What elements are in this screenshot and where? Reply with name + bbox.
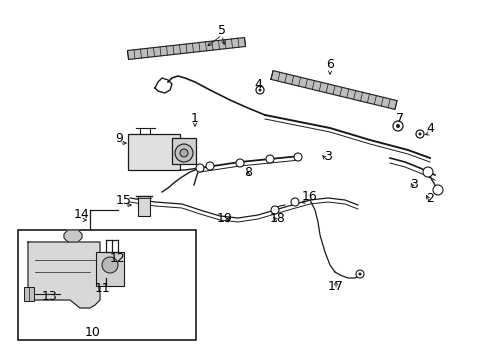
Circle shape bbox=[102, 257, 118, 273]
Bar bbox=[18, 230, 196, 340]
Circle shape bbox=[205, 162, 214, 170]
Circle shape bbox=[293, 153, 302, 161]
Text: 3: 3 bbox=[409, 179, 417, 192]
Circle shape bbox=[175, 144, 193, 162]
Circle shape bbox=[116, 280, 122, 286]
Bar bbox=[112, 245, 126, 283]
Circle shape bbox=[358, 273, 361, 275]
Text: 18: 18 bbox=[269, 211, 285, 225]
Text: 19: 19 bbox=[217, 211, 232, 225]
Bar bbox=[138, 196, 150, 216]
Circle shape bbox=[355, 270, 363, 278]
Polygon shape bbox=[270, 71, 396, 109]
Circle shape bbox=[418, 132, 421, 135]
Circle shape bbox=[180, 149, 187, 157]
Text: 10: 10 bbox=[85, 325, 101, 338]
Text: 9: 9 bbox=[115, 131, 122, 144]
Circle shape bbox=[395, 124, 399, 128]
Circle shape bbox=[196, 164, 203, 172]
Bar bbox=[24, 287, 34, 301]
Text: 11: 11 bbox=[95, 282, 111, 294]
Text: 16: 16 bbox=[302, 189, 317, 202]
Bar bbox=[128, 134, 180, 170]
Text: 6: 6 bbox=[325, 58, 333, 72]
Text: 5: 5 bbox=[218, 23, 225, 36]
Polygon shape bbox=[64, 230, 82, 242]
Text: 15: 15 bbox=[116, 194, 132, 207]
Circle shape bbox=[258, 89, 261, 91]
Text: 3: 3 bbox=[324, 149, 331, 162]
Polygon shape bbox=[127, 37, 245, 59]
Text: 2: 2 bbox=[425, 192, 433, 204]
Text: 4: 4 bbox=[425, 122, 433, 135]
Text: 12: 12 bbox=[110, 252, 125, 265]
Circle shape bbox=[290, 198, 298, 206]
Polygon shape bbox=[28, 242, 100, 308]
Bar bbox=[96, 252, 124, 286]
Circle shape bbox=[432, 185, 442, 195]
Circle shape bbox=[392, 121, 402, 131]
Circle shape bbox=[256, 86, 264, 94]
Circle shape bbox=[422, 167, 432, 177]
Circle shape bbox=[415, 130, 423, 138]
Text: 8: 8 bbox=[244, 166, 251, 179]
Bar bbox=[172, 138, 196, 164]
Text: 17: 17 bbox=[327, 279, 343, 292]
Text: 13: 13 bbox=[42, 289, 58, 302]
Circle shape bbox=[236, 159, 244, 167]
Text: 7: 7 bbox=[395, 112, 403, 125]
Text: 1: 1 bbox=[191, 112, 199, 125]
Text: 4: 4 bbox=[254, 77, 262, 90]
Text: 14: 14 bbox=[74, 208, 90, 221]
Circle shape bbox=[265, 155, 273, 163]
Circle shape bbox=[270, 206, 279, 214]
